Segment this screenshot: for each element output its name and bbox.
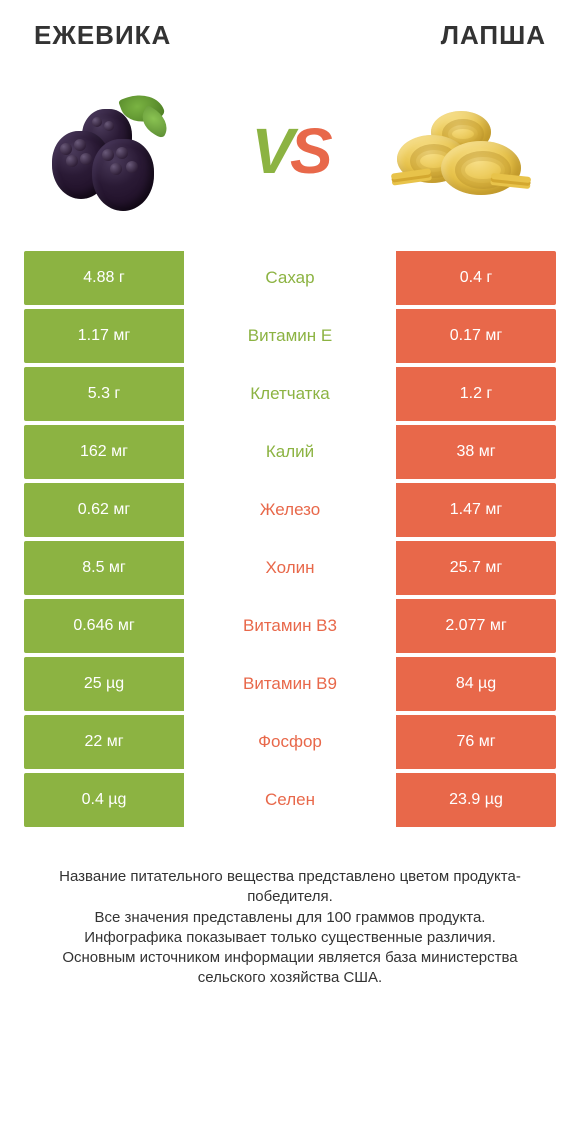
- footnote-line: Основным источником информации является …: [34, 948, 546, 989]
- left-value-cell: 5.3 г: [24, 367, 184, 421]
- left-food-title: ЕЖЕВИКА: [34, 20, 171, 51]
- footnote: Название питательного вещества представл…: [24, 867, 556, 989]
- table-row: 0.4 µgСелен23.9 µg: [24, 773, 556, 827]
- table-row: 8.5 мгХолин25.7 мг: [24, 541, 556, 595]
- noodles-icon: [391, 101, 541, 201]
- vs-label: VS: [251, 114, 328, 188]
- footnote-line: Название питательного вещества представл…: [34, 867, 546, 908]
- right-value-cell: 1.2 г: [396, 367, 556, 421]
- left-value-cell: 22 мг: [24, 715, 184, 769]
- right-value-cell: 38 мг: [396, 425, 556, 479]
- right-value-cell: 25.7 мг: [396, 541, 556, 595]
- right-value-cell: 0.17 мг: [396, 309, 556, 363]
- footnote-line: Инфографика показывает только существенн…: [34, 928, 546, 948]
- left-value-cell: 1.17 мг: [24, 309, 184, 363]
- left-value-cell: 162 мг: [24, 425, 184, 479]
- nutrient-label-cell: Клетчатка: [184, 367, 396, 421]
- infographic-container: ЕЖЕВИКА ЛАПША VS: [0, 0, 580, 1009]
- comparison-table: 4.88 гСахар0.4 г1.17 мгВитамин E0.17 мг5…: [24, 251, 556, 827]
- right-value-cell: 0.4 г: [396, 251, 556, 305]
- right-value-cell: 2.077 мг: [396, 599, 556, 653]
- right-food-title: ЛАПША: [441, 20, 546, 51]
- vs-v-letter: V: [251, 115, 290, 187]
- right-food-image: [386, 81, 546, 221]
- left-value-cell: 0.646 мг: [24, 599, 184, 653]
- right-value-cell: 84 µg: [396, 657, 556, 711]
- nutrient-label-cell: Витамин E: [184, 309, 396, 363]
- nutrient-label-cell: Витамин B3: [184, 599, 396, 653]
- table-row: 4.88 гСахар0.4 г: [24, 251, 556, 305]
- left-value-cell: 0.4 µg: [24, 773, 184, 827]
- table-row: 22 мгФосфор76 мг: [24, 715, 556, 769]
- table-row: 25 µgВитамин B984 µg: [24, 657, 556, 711]
- nutrient-label-cell: Сахар: [184, 251, 396, 305]
- table-row: 162 мгКалий38 мг: [24, 425, 556, 479]
- nutrient-label-cell: Фосфор: [184, 715, 396, 769]
- images-row: VS: [24, 61, 556, 251]
- nutrient-label-cell: Холин: [184, 541, 396, 595]
- left-food-image: [34, 81, 194, 221]
- table-row: 1.17 мгВитамин E0.17 мг: [24, 309, 556, 363]
- table-row: 0.646 мгВитамин B32.077 мг: [24, 599, 556, 653]
- nutrient-label-cell: Витамин B9: [184, 657, 396, 711]
- table-row: 5.3 гКлетчатка1.2 г: [24, 367, 556, 421]
- footnote-line: Все значения представлены для 100 граммо…: [34, 908, 546, 928]
- left-value-cell: 4.88 г: [24, 251, 184, 305]
- right-value-cell: 1.47 мг: [396, 483, 556, 537]
- vs-s-letter: S: [290, 115, 329, 187]
- titles-row: ЕЖЕВИКА ЛАПША: [24, 20, 556, 61]
- table-row: 0.62 мгЖелезо1.47 мг: [24, 483, 556, 537]
- left-value-cell: 25 µg: [24, 657, 184, 711]
- right-value-cell: 76 мг: [396, 715, 556, 769]
- nutrient-label-cell: Калий: [184, 425, 396, 479]
- left-value-cell: 8.5 мг: [24, 541, 184, 595]
- nutrient-label-cell: Селен: [184, 773, 396, 827]
- nutrient-label-cell: Железо: [184, 483, 396, 537]
- right-value-cell: 23.9 µg: [396, 773, 556, 827]
- blackberry-icon: [44, 91, 184, 211]
- left-value-cell: 0.62 мг: [24, 483, 184, 537]
